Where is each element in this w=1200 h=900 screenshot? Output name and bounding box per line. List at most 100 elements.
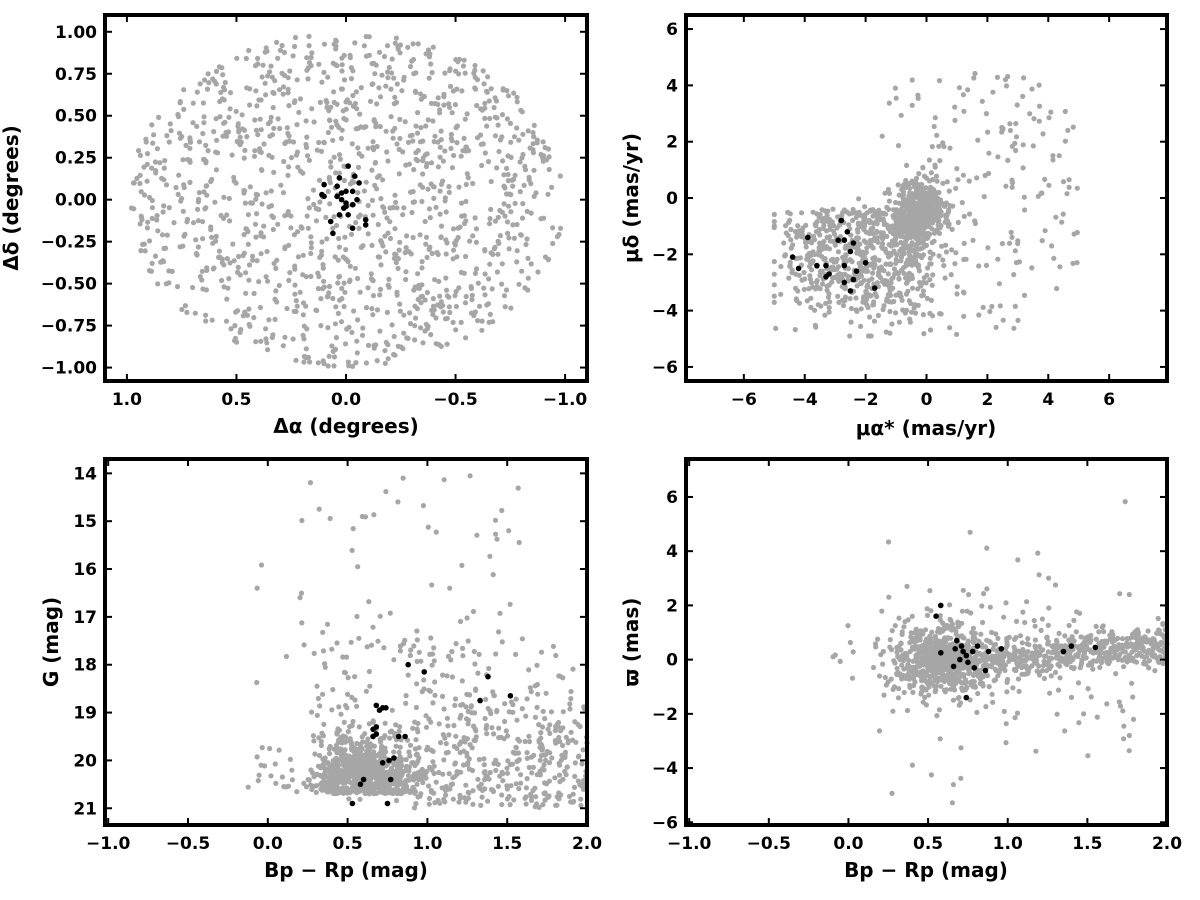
field-point bbox=[351, 308, 357, 314]
field-point bbox=[152, 159, 158, 165]
field-point bbox=[536, 804, 542, 811]
field-point bbox=[553, 652, 559, 659]
field-point bbox=[426, 54, 432, 60]
y-tick-label: 18 bbox=[73, 656, 97, 676]
field-point bbox=[913, 236, 920, 242]
field-point bbox=[972, 218, 978, 224]
field-point bbox=[270, 89, 276, 96]
field-point bbox=[153, 170, 159, 176]
field-point bbox=[355, 214, 362, 220]
field-point bbox=[390, 790, 396, 796]
field-point bbox=[557, 772, 563, 778]
field-point bbox=[421, 686, 427, 692]
field-point bbox=[286, 277, 292, 283]
field-point bbox=[519, 706, 525, 712]
field-point bbox=[356, 724, 362, 730]
field-point bbox=[161, 203, 167, 209]
field-point bbox=[522, 738, 528, 745]
field-point bbox=[327, 774, 333, 781]
field-point bbox=[276, 747, 282, 753]
field-point bbox=[488, 178, 494, 185]
field-point bbox=[443, 275, 449, 281]
field-point bbox=[326, 353, 332, 359]
field-point bbox=[363, 179, 369, 185]
field-point bbox=[365, 285, 371, 291]
field-point bbox=[307, 480, 314, 486]
field-point bbox=[237, 272, 243, 278]
field-point bbox=[431, 195, 437, 201]
field-point bbox=[961, 313, 967, 319]
field-point bbox=[341, 115, 347, 122]
field-point bbox=[285, 130, 291, 136]
member-point bbox=[395, 733, 402, 740]
field-point bbox=[506, 528, 512, 534]
field-point bbox=[552, 775, 558, 781]
field-point bbox=[224, 256, 230, 262]
field-point bbox=[314, 147, 320, 153]
field-point bbox=[432, 679, 438, 685]
field-point bbox=[510, 702, 516, 708]
field-point bbox=[1012, 303, 1018, 309]
field-point bbox=[184, 216, 191, 222]
y-tick-label: −0.50 bbox=[41, 275, 97, 295]
field-point bbox=[219, 96, 225, 102]
field-point bbox=[341, 52, 347, 59]
field-point bbox=[514, 259, 520, 265]
field-point bbox=[935, 196, 941, 202]
field-point bbox=[995, 256, 1001, 262]
field-point bbox=[177, 244, 183, 250]
field-point bbox=[505, 93, 512, 99]
field-point bbox=[381, 645, 387, 651]
field-point bbox=[1001, 614, 1007, 620]
field-point bbox=[952, 104, 958, 110]
field-point bbox=[1013, 134, 1020, 140]
field-point bbox=[524, 776, 530, 782]
field-point bbox=[429, 70, 435, 76]
field-point bbox=[402, 119, 408, 125]
field-point bbox=[344, 785, 350, 791]
field-point bbox=[482, 248, 488, 254]
field-point bbox=[568, 696, 574, 702]
field-point bbox=[505, 178, 511, 184]
field-point bbox=[890, 686, 896, 693]
field-point bbox=[128, 205, 135, 211]
member-point bbox=[336, 212, 343, 218]
field-point bbox=[452, 242, 458, 248]
field-point bbox=[378, 735, 384, 742]
field-point bbox=[348, 740, 354, 746]
field-point bbox=[200, 236, 206, 242]
field-point bbox=[394, 141, 400, 147]
field-point bbox=[289, 777, 295, 783]
field-point bbox=[383, 339, 389, 345]
field-point bbox=[412, 746, 418, 752]
field-point bbox=[903, 239, 909, 245]
field-point bbox=[369, 197, 375, 203]
field-point bbox=[333, 170, 339, 176]
field-point bbox=[476, 756, 482, 763]
field-point bbox=[366, 668, 372, 675]
x-tick-label: 1.0 bbox=[412, 834, 442, 854]
y-axis-label: G (mag) bbox=[39, 597, 63, 687]
field-point bbox=[453, 327, 459, 333]
field-point bbox=[895, 143, 902, 149]
field-point bbox=[514, 94, 520, 100]
field-point bbox=[1004, 689, 1010, 695]
field-point bbox=[138, 248, 144, 254]
field-point bbox=[181, 87, 187, 93]
field-point bbox=[190, 120, 196, 126]
field-point bbox=[384, 43, 391, 49]
field-point bbox=[242, 200, 248, 206]
field-point bbox=[771, 282, 777, 288]
field-point bbox=[308, 54, 314, 61]
field-point bbox=[200, 219, 206, 225]
field-point bbox=[541, 790, 547, 797]
field-point bbox=[408, 647, 414, 653]
field-point bbox=[313, 789, 319, 796]
field-point bbox=[515, 485, 521, 491]
field-point bbox=[397, 744, 403, 750]
field-point bbox=[327, 769, 333, 776]
field-point bbox=[232, 323, 238, 329]
field-point bbox=[942, 689, 948, 695]
field-point bbox=[814, 284, 820, 290]
field-point bbox=[927, 277, 933, 283]
